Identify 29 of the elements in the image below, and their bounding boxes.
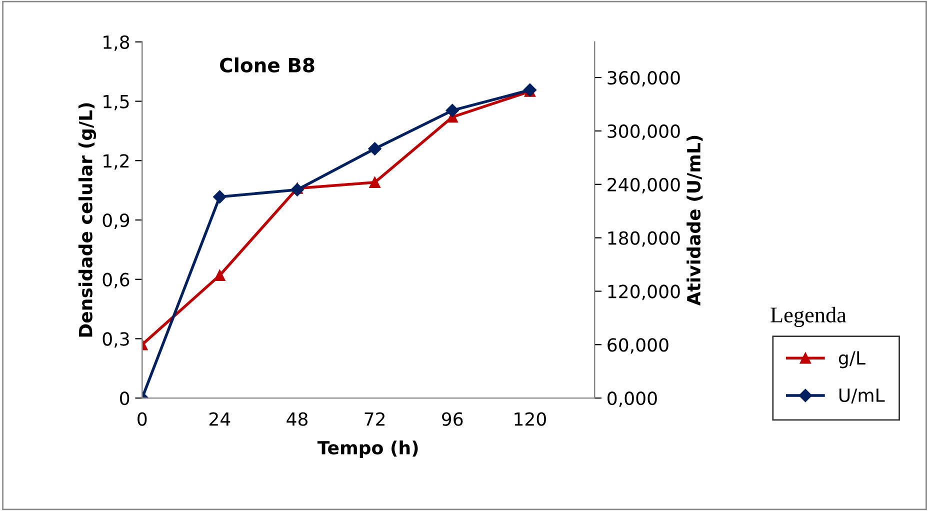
legend-title: Legenda <box>770 306 846 328</box>
y-tick-label: 1,5 <box>104 94 129 110</box>
x-tick-label: 0 <box>138 412 147 426</box>
text: Clone B8 <box>220 57 314 72</box>
x-tick-label: 24 <box>210 412 230 426</box>
y-tick-label: 0 <box>120 392 130 406</box>
y2-axis-title: Atividade (U/mL) <box>686 136 703 306</box>
y-tick-label: 0,9 <box>102 213 130 229</box>
point <box>369 176 380 188</box>
x-tick-label: 120 <box>514 412 546 426</box>
x-axis-title: Tempo (h) <box>317 440 418 458</box>
x-tick-label: 48 <box>286 412 308 426</box>
y2-tick-label: 360,000 <box>608 70 680 86</box>
y2-tick-label: 180,000 <box>608 231 680 247</box>
legend-label: U/mL <box>839 388 885 404</box>
y-tick-label: 1,8 <box>104 35 130 51</box>
x-tick-label: 96 <box>442 412 463 426</box>
x-tick-label: 72 <box>364 412 384 426</box>
y-tick-label: 0,3 <box>102 332 129 348</box>
y-axis-title: Densidade celular (g/L) <box>78 103 96 337</box>
y2-tick-label: 60,000 <box>608 338 668 354</box>
y2-tick-label: 0,000 <box>608 392 657 408</box>
y-tick-label: 0,6 <box>102 272 130 288</box>
y2-tick-label: 240,000 <box>608 178 680 194</box>
y-tick-label: 1,2 <box>104 154 129 170</box>
y2-tick-label: 120,000 <box>608 284 680 300</box>
point <box>214 270 226 281</box>
y2-tick-label: 300,000 <box>608 124 680 140</box>
legend-label: g/L <box>838 351 866 368</box>
